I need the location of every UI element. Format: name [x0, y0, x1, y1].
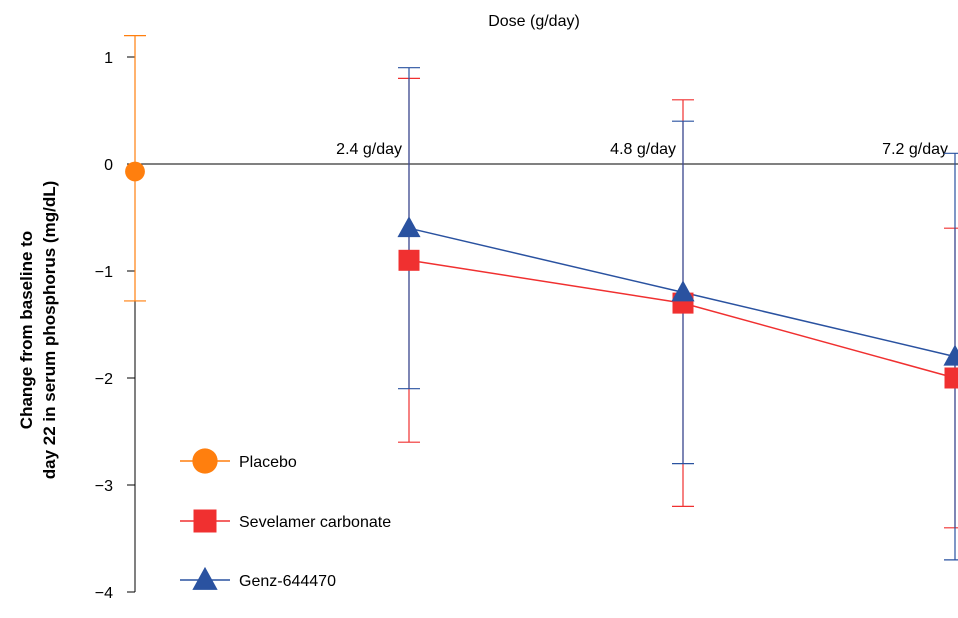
y-tick-label: 1	[104, 50, 113, 67]
chart-title: Dose (g/day)	[488, 13, 580, 30]
data-point	[398, 249, 420, 271]
legend-label: Genz-644470	[239, 573, 336, 590]
y-axis-label-line-2: day 22 in serum phosphorus (mg/dL)	[40, 181, 59, 479]
legend-marker	[193, 509, 217, 533]
y-tick-label: −1	[95, 264, 113, 281]
category-label: 2.4 g/day	[336, 141, 402, 158]
legend-marker	[192, 448, 218, 474]
y-tick-label: 0	[104, 157, 113, 174]
axes: 1 0 −1 −2 −3 −4 2.4 g/day 4.8 g/day 7.2 g/day	[95, 50, 958, 602]
legend-marker	[192, 566, 218, 590]
data-markers	[125, 161, 958, 389]
legend: Placebo Sevelamer carbonate Genz-644470	[180, 448, 391, 590]
data-point	[671, 280, 695, 302]
data-point	[944, 367, 958, 389]
data-point	[125, 161, 145, 182]
y-axis-label-line-1: Change from baseline to	[17, 231, 36, 429]
y-tick-label: −4	[95, 585, 113, 602]
data-point	[943, 344, 958, 366]
series-line	[408, 259, 956, 379]
data-point	[397, 216, 421, 238]
error-bars	[124, 34, 958, 561]
legend-label: Placebo	[239, 454, 297, 471]
category-label: 4.8 g/day	[610, 141, 676, 158]
y-tick-label: −3	[95, 478, 113, 495]
legend-label: Sevelamer carbonate	[239, 514, 391, 531]
category-label: 7.2 g/day	[882, 141, 948, 158]
y-tick-label: −2	[95, 371, 113, 388]
